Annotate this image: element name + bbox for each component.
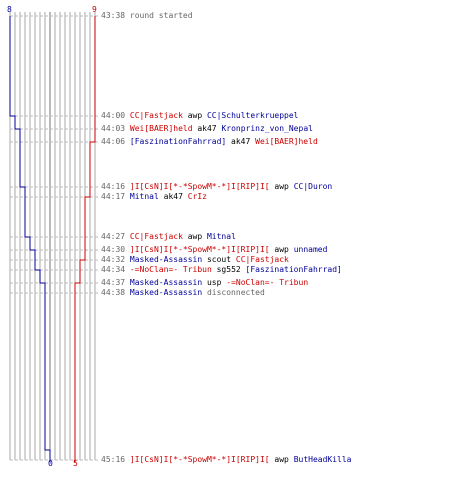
- event-time: 44:30: [101, 245, 130, 254]
- event-weapon: awp: [182, 232, 207, 241]
- event-weapon: usp: [202, 278, 227, 287]
- event-row: 44:03 Wei[BAER]held ak47 Kronprinz_von_N…: [101, 124, 313, 134]
- event-time: 44:17: [101, 192, 130, 201]
- player-name: CC|Fastjack: [129, 232, 183, 241]
- event-time: 44:32: [101, 255, 130, 264]
- player-name: CC|Fastjack: [129, 111, 183, 120]
- event-row: 44:27 CC|Fastjack awp Mitnal: [101, 232, 236, 242]
- player-name: CC|Fastjack: [235, 255, 289, 264]
- event-row: 44:38 Masked-Assassin disconnected: [101, 288, 265, 298]
- event-row: 44:34 -=NoClan=- Tribun sg552 [Faszinati…: [101, 265, 342, 275]
- event-time: 44:27: [101, 232, 130, 241]
- event-row: 44:00 CC|Fastjack awp CC|Schulterkrueppe…: [101, 111, 299, 121]
- event-row: 44:37 Masked-Assassin usp -=NoClan=- Tri…: [101, 278, 308, 288]
- event-time: 44:00: [101, 111, 130, 120]
- blue-team-end-count: 0: [48, 459, 53, 468]
- blue-team-start-count: 8: [7, 5, 12, 14]
- event-weapon: awp: [182, 111, 207, 120]
- player-name: Masked-Assassin: [129, 288, 203, 297]
- event-weapon: awp: [269, 182, 294, 191]
- player-name: [FaszinationFahrrad]: [129, 137, 227, 146]
- event-row: 44:17 Mitnal ak47 CrIz: [101, 192, 207, 202]
- event-weapon: ak47: [192, 124, 222, 133]
- player-name: -=NoClan=- Tribun: [129, 265, 212, 274]
- event-time: 44:16: [101, 182, 130, 191]
- event-weapon: ak47: [226, 137, 256, 146]
- event-weapon: scout: [202, 255, 236, 264]
- player-name: Mitnal: [129, 192, 159, 201]
- event-time: 44:06: [101, 137, 130, 146]
- player-name: Mitnal: [206, 232, 236, 241]
- event-row: 43:38 round started: [101, 11, 193, 21]
- player-name: ButHeadKilla: [293, 455, 352, 464]
- player-name: ]I[CsN]I[*-*SpowM*-*]I[RIP]I[: [129, 455, 270, 464]
- player-name: Wei[BAER]held: [129, 124, 193, 133]
- event-weapon: ak47: [158, 192, 188, 201]
- event-status: disconnected: [202, 288, 265, 297]
- event-time: 44:03: [101, 124, 130, 133]
- player-name: -=NoClan=- Tribun: [226, 278, 309, 287]
- event-row: 44:06 [FaszinationFahrrad] ak47 Wei[BAER…: [101, 137, 318, 147]
- player-name: Masked-Assassin: [129, 255, 203, 264]
- event-weapon: awp: [269, 245, 294, 254]
- event-time: 44:34: [101, 265, 130, 274]
- player-name: Masked-Assassin: [129, 278, 203, 287]
- event-time: 45:16: [101, 455, 130, 464]
- player-name: Kronprinz_von_Nepal: [221, 124, 313, 133]
- event-row: 44:32 Masked-Assassin scout CC|Fastjack: [101, 255, 289, 265]
- event-weapon: sg552: [211, 265, 246, 274]
- red-team-alive-line: [74, 16, 96, 462]
- player-name: Wei[BAER]held: [255, 137, 318, 146]
- player-name: unnamed: [293, 245, 328, 254]
- event-time: 44:38: [101, 288, 130, 297]
- player-name: [FaszinationFahrrad]: [245, 265, 342, 274]
- event-row: 45:16 ]I[CsN]I[*-*SpowM*-*]I[RIP]I[ awp …: [101, 455, 351, 465]
- blue-team-alive-line: [9, 16, 51, 462]
- event-row: 44:30 ]I[CsN]I[*-*SpowM*-*]I[RIP]I[ awp …: [101, 245, 327, 255]
- player-name: CrIz: [187, 192, 207, 201]
- event-status: round started: [129, 11, 193, 20]
- red-team-start-count: 9: [92, 5, 97, 14]
- red-team-end-count: 5: [73, 459, 78, 468]
- event-time: 43:38: [101, 11, 130, 20]
- player-name: ]I[CsN]I[*-*SpowM*-*]I[RIP]I[: [129, 182, 270, 191]
- event-weapon: awp: [269, 455, 294, 464]
- event-row: 44:16 ]I[CsN]I[*-*SpowM*-*]I[RIP]I[ awp …: [101, 182, 332, 192]
- player-name: CC|Duron: [293, 182, 333, 191]
- player-name: CC|Schulterkrueppel: [206, 111, 299, 120]
- event-time: 44:37: [101, 278, 130, 287]
- player-name: ]I[CsN]I[*-*SpowM*-*]I[RIP]I[: [129, 245, 270, 254]
